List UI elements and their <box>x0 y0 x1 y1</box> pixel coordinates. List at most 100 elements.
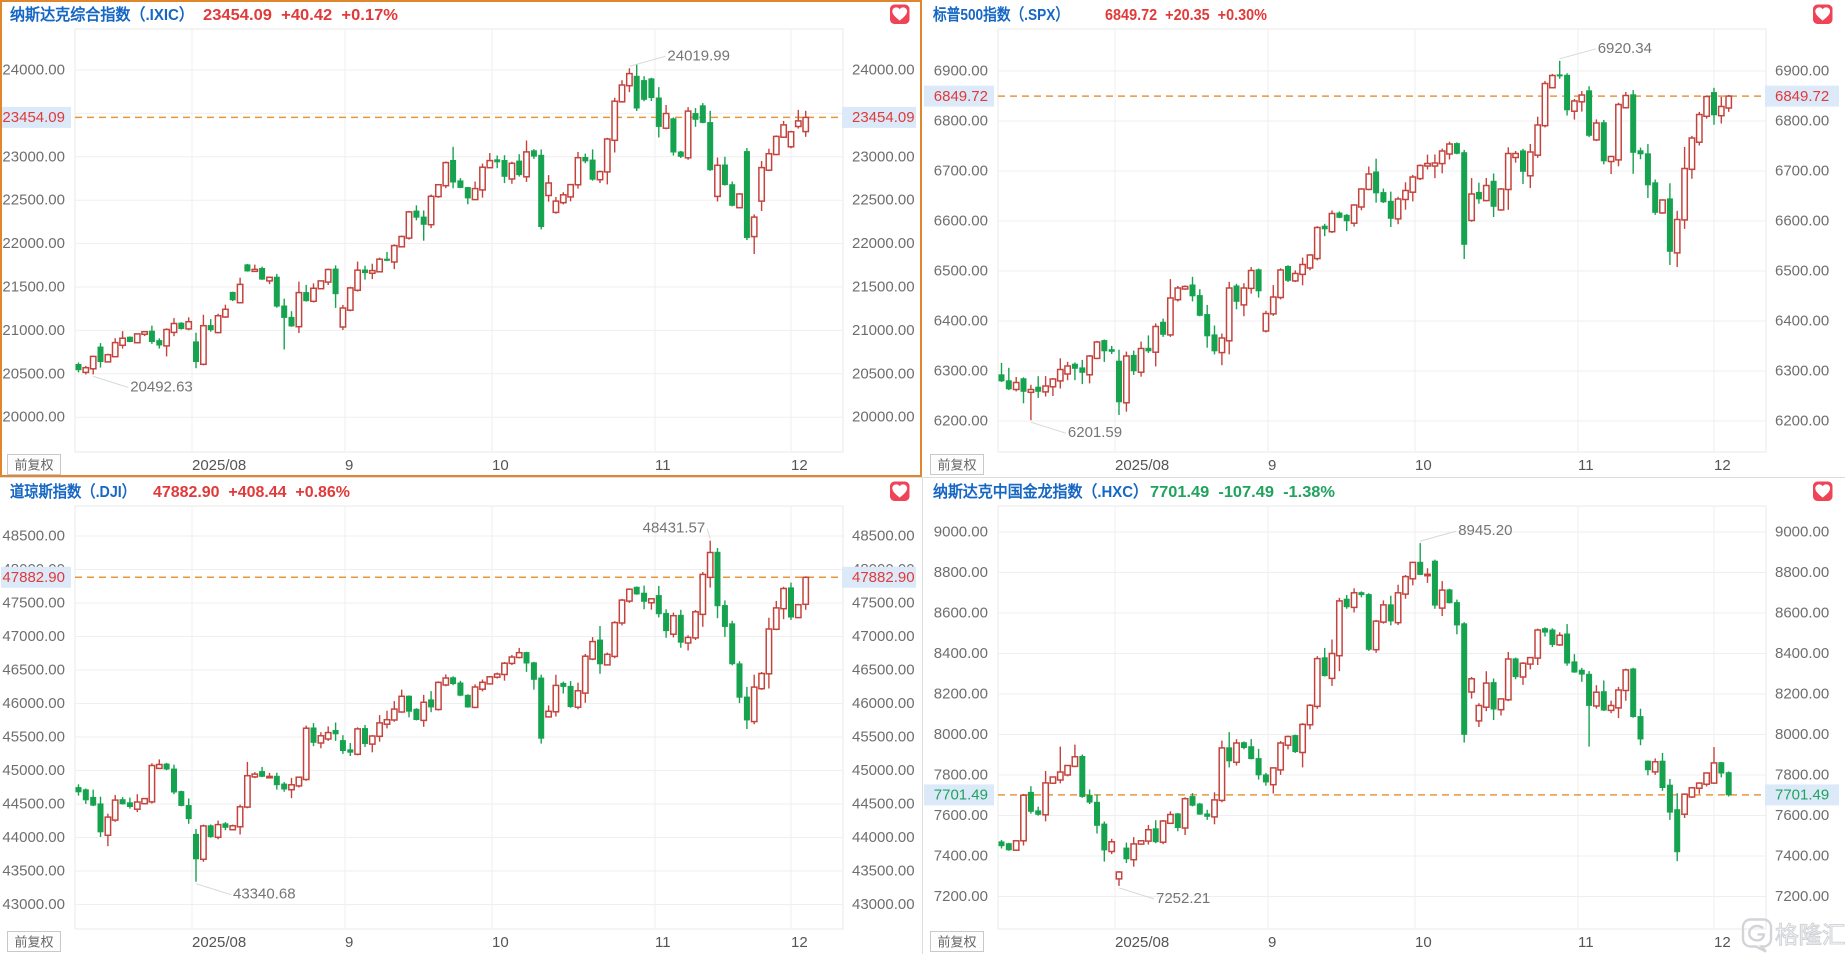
svg-text:12: 12 <box>791 457 808 474</box>
svg-text:6201.59: 6201.59 <box>1068 424 1122 441</box>
svg-text:7800.00: 7800.00 <box>934 767 988 784</box>
svg-text:7252.21: 7252.21 <box>1156 890 1210 907</box>
svg-text:前复权: 前复权 <box>14 458 53 473</box>
svg-text:11: 11 <box>1578 934 1594 951</box>
svg-text:45000.00: 45000.00 <box>2 762 65 779</box>
svg-text:48500.00: 48500.00 <box>852 528 915 545</box>
svg-text:47882.90 +408.44 +0.86%: 47882.90 +408.44 +0.86% <box>153 484 350 501</box>
svg-text:46000.00: 46000.00 <box>2 695 65 712</box>
svg-text:纳斯达克中国金龙指数（.HXC）: 纳斯达克中国金龙指数（.HXC） <box>933 482 1148 501</box>
svg-text:22500.00: 22500.00 <box>2 192 65 209</box>
svg-text:23454.09 +40.42 +0.17%: 23454.09 +40.42 +0.17% <box>203 7 398 24</box>
svg-text:43340.68: 43340.68 <box>233 886 296 903</box>
svg-text:23000.00: 23000.00 <box>2 148 65 165</box>
svg-text:10: 10 <box>1415 457 1432 474</box>
svg-text:8800.00: 8800.00 <box>1775 564 1829 581</box>
svg-text:9000.00: 9000.00 <box>934 524 988 541</box>
svg-text:8400.00: 8400.00 <box>934 645 988 662</box>
svg-text:6400.00: 6400.00 <box>934 313 988 330</box>
svg-text:21000.00: 21000.00 <box>2 322 65 339</box>
svg-text:43500.00: 43500.00 <box>852 863 915 880</box>
svg-text:21000.00: 21000.00 <box>852 322 915 339</box>
svg-text:6800.00: 6800.00 <box>1775 113 1829 130</box>
svg-text:45500.00: 45500.00 <box>852 729 915 746</box>
svg-text:6500.00: 6500.00 <box>1775 263 1829 280</box>
svg-text:22000.00: 22000.00 <box>852 235 915 252</box>
svg-text:22500.00: 22500.00 <box>852 192 915 209</box>
svg-text:45500.00: 45500.00 <box>2 729 65 746</box>
svg-text:8600.00: 8600.00 <box>1775 605 1829 622</box>
svg-text:45000.00: 45000.00 <box>852 762 915 779</box>
svg-text:6920.34: 6920.34 <box>1598 40 1652 57</box>
svg-text:20000.00: 20000.00 <box>852 409 915 426</box>
svg-text:48500.00: 48500.00 <box>2 528 65 545</box>
svg-text:6600.00: 6600.00 <box>934 213 988 230</box>
svg-text:7600.00: 7600.00 <box>1775 807 1829 824</box>
svg-text:47000.00: 47000.00 <box>2 628 65 645</box>
svg-text:6300.00: 6300.00 <box>1775 363 1829 380</box>
svg-text:12: 12 <box>1714 457 1731 474</box>
svg-text:24019.99: 24019.99 <box>667 47 730 64</box>
svg-text:10: 10 <box>1415 934 1432 951</box>
svg-text:44000.00: 44000.00 <box>852 829 915 846</box>
svg-text:6200.00: 6200.00 <box>1775 413 1829 430</box>
svg-text:24000.00: 24000.00 <box>852 62 915 79</box>
svg-text:6700.00: 6700.00 <box>934 163 988 180</box>
svg-text:43000.00: 43000.00 <box>2 896 65 913</box>
svg-text:9: 9 <box>1268 934 1276 951</box>
svg-text:7200.00: 7200.00 <box>1775 888 1829 905</box>
svg-text:8200.00: 8200.00 <box>1775 686 1829 703</box>
svg-text:7400.00: 7400.00 <box>1775 848 1829 865</box>
svg-text:前复权: 前复权 <box>14 935 53 950</box>
svg-text:9: 9 <box>1268 457 1276 474</box>
svg-text:20500.00: 20500.00 <box>2 365 65 382</box>
svg-text:2025/08: 2025/08 <box>1115 934 1169 951</box>
svg-text:8945.20: 8945.20 <box>1458 522 1512 539</box>
svg-text:6700.00: 6700.00 <box>1775 163 1829 180</box>
svg-text:格隆汇: 格隆汇 <box>1775 922 1845 948</box>
svg-text:8000.00: 8000.00 <box>934 726 988 743</box>
svg-text:9: 9 <box>345 934 353 951</box>
svg-text:7701.49 -107.49 -1.38%: 7701.49 -107.49 -1.38% <box>1150 484 1335 501</box>
svg-text:20000.00: 20000.00 <box>2 409 65 426</box>
svg-text:7600.00: 7600.00 <box>934 807 988 824</box>
svg-text:道琼斯指数（.DJI）: 道琼斯指数（.DJI） <box>10 482 136 501</box>
svg-text:12: 12 <box>791 934 808 951</box>
svg-text:前复权: 前复权 <box>937 458 976 473</box>
svg-text:11: 11 <box>655 457 671 474</box>
svg-text:47000.00: 47000.00 <box>852 628 915 645</box>
svg-text:43500.00: 43500.00 <box>2 863 65 880</box>
svg-text:8200.00: 8200.00 <box>934 686 988 703</box>
svg-text:7701.49: 7701.49 <box>934 787 988 804</box>
svg-text:23000.00: 23000.00 <box>852 148 915 165</box>
svg-text:47882.90: 47882.90 <box>852 569 915 586</box>
svg-text:6849.72 +20.35 +0.30%: 6849.72 +20.35 +0.30% <box>1105 7 1267 24</box>
svg-text:8000.00: 8000.00 <box>1775 726 1829 743</box>
svg-text:6800.00: 6800.00 <box>934 113 988 130</box>
svg-text:10: 10 <box>492 457 509 474</box>
svg-text:6400.00: 6400.00 <box>1775 313 1829 330</box>
svg-text:6600.00: 6600.00 <box>1775 213 1829 230</box>
svg-text:7800.00: 7800.00 <box>1775 767 1829 784</box>
svg-text:47500.00: 47500.00 <box>852 595 915 612</box>
svg-text:7400.00: 7400.00 <box>934 848 988 865</box>
svg-text:6900.00: 6900.00 <box>1775 63 1829 80</box>
svg-text:10: 10 <box>492 934 509 951</box>
svg-text:24000.00: 24000.00 <box>2 62 65 79</box>
svg-text:9: 9 <box>345 457 353 474</box>
svg-text:11: 11 <box>1578 457 1594 474</box>
svg-text:47500.00: 47500.00 <box>2 595 65 612</box>
svg-text:43000.00: 43000.00 <box>852 896 915 913</box>
svg-text:44500.00: 44500.00 <box>2 796 65 813</box>
svg-text:8600.00: 8600.00 <box>934 605 988 622</box>
svg-text:46000.00: 46000.00 <box>852 695 915 712</box>
svg-text:8800.00: 8800.00 <box>934 564 988 581</box>
svg-text:20492.63: 20492.63 <box>130 378 193 395</box>
svg-text:11: 11 <box>655 934 671 951</box>
svg-text:2025/08: 2025/08 <box>1115 457 1169 474</box>
svg-text:纳斯达克综合指数（.IXIC）: 纳斯达克综合指数（.IXIC） <box>10 5 194 24</box>
svg-text:6849.72: 6849.72 <box>934 88 988 105</box>
svg-text:6200.00: 6200.00 <box>934 413 988 430</box>
svg-text:23454.09: 23454.09 <box>2 109 65 126</box>
svg-text:2025/08: 2025/08 <box>192 934 246 951</box>
